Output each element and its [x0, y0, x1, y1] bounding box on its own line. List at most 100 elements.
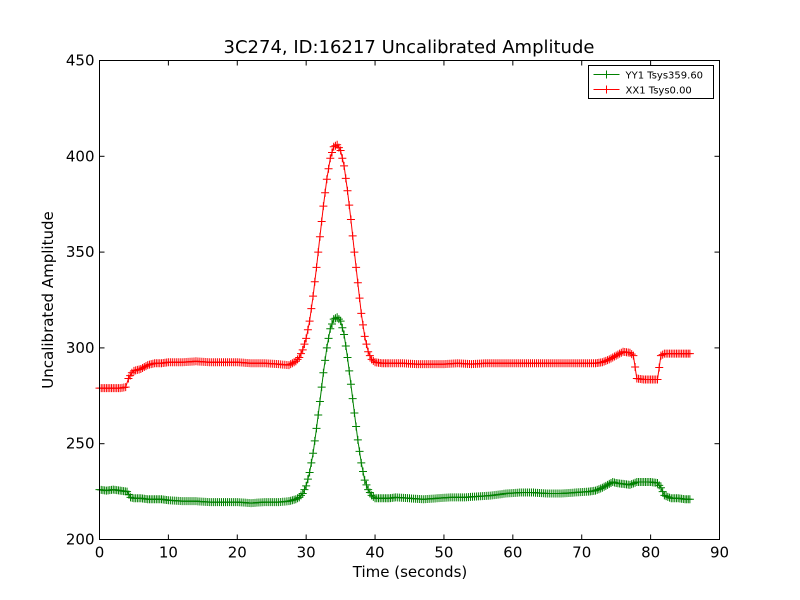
- data-point-marker: [321, 188, 330, 197]
- data-point-marker: [322, 343, 331, 352]
- data-point-marker: [598, 483, 607, 492]
- data-point-marker: [326, 324, 335, 333]
- data-point-marker: [307, 304, 316, 313]
- data-point-marker: [615, 349, 624, 358]
- data-point-marker: [345, 201, 354, 210]
- data-point-marker: [627, 350, 636, 359]
- data-point-marker: [348, 394, 357, 403]
- data-point-marker: [359, 467, 367, 476]
- data-point-marker: [314, 410, 323, 419]
- data-point-marker: [331, 141, 340, 150]
- data-point-marker: [291, 495, 300, 504]
- legend-entry: XX1 Tsys0.00: [593, 85, 692, 97]
- data-point-marker: [303, 325, 312, 334]
- data-point-marker: [298, 489, 307, 498]
- data-point-marker: [685, 495, 694, 504]
- data-point-marker: [603, 480, 612, 489]
- y-tick-label: 350: [66, 243, 95, 261]
- data-point-marker: [317, 217, 326, 226]
- data-point-marker: [362, 340, 371, 349]
- data-point-marker: [355, 447, 364, 456]
- data-point-marker: [353, 278, 362, 287]
- data-point-marker: [136, 364, 145, 373]
- data-point-marker: [631, 478, 640, 487]
- data-point-marker: [300, 485, 309, 494]
- data-point-marker: [608, 353, 617, 362]
- x-tick-label: 50: [434, 544, 453, 562]
- data-point-marker: [315, 232, 324, 241]
- data-point-marker: [362, 480, 371, 489]
- data-point-marker: [331, 314, 340, 323]
- data-point-marker: [601, 481, 610, 490]
- data-point-marker: [603, 356, 612, 365]
- data-point-marker: [629, 351, 638, 360]
- data-point-marker: [594, 485, 603, 494]
- data-point-marker: [663, 492, 672, 501]
- data-point-marker: [284, 361, 293, 370]
- data-point-marker: [319, 202, 328, 211]
- data-point-marker: [328, 319, 336, 328]
- data-point-marker: [353, 435, 362, 444]
- data-point-marker: [303, 475, 312, 484]
- data-point-marker: [348, 231, 357, 240]
- legend-marker: [602, 70, 611, 79]
- data-point-marker: [336, 317, 345, 326]
- data-point-marker: [350, 409, 359, 418]
- data-point-marker: [329, 142, 338, 151]
- data-point-marker: [357, 458, 366, 467]
- data-point-marker: [607, 354, 615, 363]
- data-point-marker: [662, 492, 671, 501]
- y-axis-label: Uncalibrated Amplitude: [39, 211, 57, 388]
- data-point-marker: [355, 294, 364, 303]
- legend: YY1 Tsys359.60 XX1 Tsys0.00: [588, 65, 714, 99]
- data-point-marker: [138, 364, 147, 373]
- data-point-marker: [300, 340, 309, 349]
- data-point-marker: [338, 154, 347, 163]
- data-point-marker: [305, 468, 314, 477]
- data-point-marker: [625, 480, 634, 489]
- data-point-marker: [627, 480, 636, 489]
- data-point-marker: [357, 309, 366, 318]
- data-point-marker: [352, 263, 361, 272]
- data-point-marker: [352, 422, 361, 431]
- data-point-marker: [298, 345, 307, 354]
- data-point-marker: [295, 353, 304, 362]
- legend-label: YY1 Tsys359.60: [625, 71, 704, 82]
- data-point-marker: [350, 248, 359, 257]
- legend-marker: [602, 85, 611, 94]
- data-point-marker: [369, 356, 378, 365]
- data-point-marker: [601, 356, 610, 365]
- data-point-marker: [328, 148, 336, 157]
- series-0: [95, 313, 694, 508]
- data-point-marker: [656, 351, 665, 360]
- data-point-marker: [291, 357, 300, 366]
- legend-entry: YY1 Tsys359.60: [593, 70, 704, 82]
- data-point-marker: [598, 358, 607, 367]
- axis-ticks: 0 10 20 30 40 50 60 70 80 90 200 250 300 350 400 450: [66, 52, 729, 562]
- data-point-marker: [324, 164, 333, 173]
- data-point-marker: [658, 350, 667, 359]
- x-tick-label: 10: [159, 544, 178, 562]
- plot-frame: [99, 60, 720, 540]
- data-point-marker: [293, 355, 302, 364]
- data-point-marker: [310, 277, 319, 286]
- data-point-marker: [610, 352, 619, 361]
- data-point-marker: [658, 487, 667, 496]
- data-point-marker: [297, 491, 305, 500]
- x-axis-label: Time (seconds): [352, 563, 468, 581]
- data-point-marker: [605, 479, 614, 488]
- data-point-marker: [315, 397, 324, 406]
- data-point-marker: [319, 368, 328, 377]
- y-tick-label: 400: [66, 147, 95, 165]
- data-point-marker: [307, 458, 316, 467]
- data-point-marker: [302, 481, 311, 490]
- data-point-marker: [343, 353, 352, 362]
- data-point-marker: [317, 383, 326, 392]
- data-point-marker: [302, 334, 311, 343]
- data-point-marker: [685, 349, 694, 358]
- series-1: [95, 140, 694, 393]
- data-point-marker: [346, 215, 355, 224]
- data-point-marker: [336, 146, 345, 155]
- data-point-marker: [365, 351, 374, 360]
